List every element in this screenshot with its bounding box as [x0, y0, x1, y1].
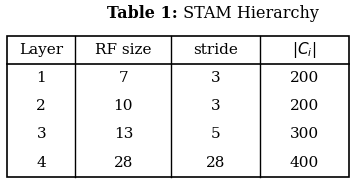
Text: 7: 7	[119, 72, 128, 85]
Text: stride: stride	[193, 43, 238, 57]
Text: 2: 2	[36, 100, 46, 113]
Text: 28: 28	[206, 156, 225, 169]
Text: Table 1:: Table 1:	[107, 5, 178, 22]
Text: 10: 10	[114, 100, 133, 113]
Text: 200: 200	[290, 72, 319, 85]
Text: 5: 5	[211, 128, 220, 141]
Text: 200: 200	[290, 100, 319, 113]
Text: 3: 3	[211, 100, 220, 113]
Text: 1: 1	[36, 72, 46, 85]
Text: 3: 3	[211, 72, 220, 85]
Text: $|C_i|$: $|C_i|$	[292, 40, 316, 60]
Text: STAM Hierarchy: STAM Hierarchy	[178, 5, 319, 22]
Text: 400: 400	[290, 156, 319, 169]
Text: 3: 3	[36, 128, 46, 141]
Text: Layer: Layer	[19, 43, 63, 57]
Text: 28: 28	[114, 156, 133, 169]
Text: RF size: RF size	[95, 43, 152, 57]
Text: 300: 300	[290, 128, 319, 141]
Text: 13: 13	[114, 128, 133, 141]
Text: 4: 4	[36, 156, 46, 169]
